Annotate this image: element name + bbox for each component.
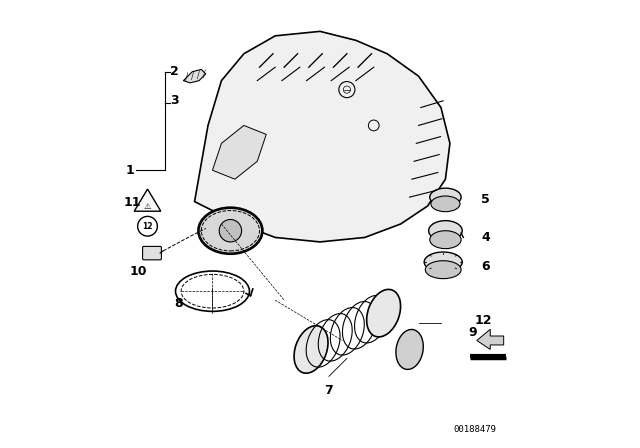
Ellipse shape xyxy=(430,188,461,206)
Polygon shape xyxy=(134,189,161,211)
Ellipse shape xyxy=(430,231,461,249)
Text: 9: 9 xyxy=(468,326,477,339)
Text: 5: 5 xyxy=(481,193,490,206)
Text: 12: 12 xyxy=(475,314,492,327)
Ellipse shape xyxy=(294,326,328,373)
FancyBboxPatch shape xyxy=(143,246,161,260)
Ellipse shape xyxy=(396,329,423,370)
Text: 4: 4 xyxy=(481,231,490,244)
Text: 7: 7 xyxy=(324,384,332,397)
Text: 10: 10 xyxy=(130,264,147,278)
Ellipse shape xyxy=(425,261,461,279)
Ellipse shape xyxy=(367,289,401,337)
Circle shape xyxy=(220,220,242,242)
Text: 00188479: 00188479 xyxy=(453,425,496,434)
Polygon shape xyxy=(184,69,206,83)
Text: 1: 1 xyxy=(125,164,134,177)
Text: ⚠: ⚠ xyxy=(144,202,151,211)
Text: 8: 8 xyxy=(175,297,183,310)
Polygon shape xyxy=(477,329,504,349)
Text: 12: 12 xyxy=(142,222,153,231)
Text: 11: 11 xyxy=(124,196,141,209)
Ellipse shape xyxy=(431,196,460,212)
Text: 3: 3 xyxy=(170,94,179,108)
Polygon shape xyxy=(212,125,266,179)
Ellipse shape xyxy=(429,221,462,241)
Text: 6: 6 xyxy=(481,260,490,273)
Text: 2: 2 xyxy=(170,65,179,78)
Ellipse shape xyxy=(424,252,462,272)
Ellipse shape xyxy=(199,208,262,253)
Polygon shape xyxy=(195,31,450,242)
